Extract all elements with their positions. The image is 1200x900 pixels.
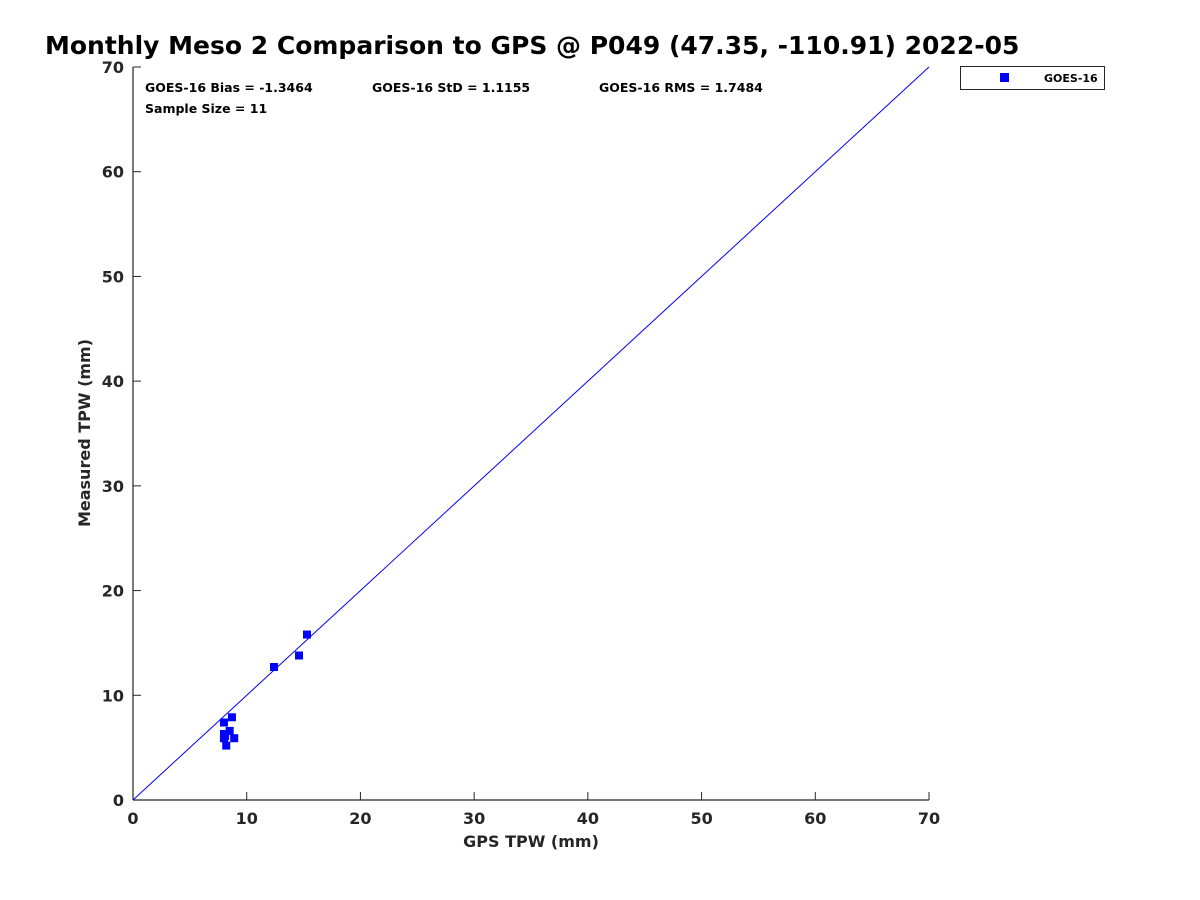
x-tick-label: 60: [804, 809, 826, 828]
y-axis-label: Measured TPW (mm): [75, 339, 94, 527]
data-point: [302, 630, 311, 639]
data-point: [295, 651, 304, 660]
legend-marker-square: [1000, 73, 1009, 82]
data-point: [225, 726, 234, 735]
x-tick-label: 20: [349, 809, 371, 828]
data-point: [230, 734, 239, 743]
legend-entry-label: GOES-16: [1044, 72, 1098, 85]
one-to-one-reference-line: [132, 66, 930, 801]
x-tick-label: 10: [236, 809, 258, 828]
y-axis-ticks: 0 10 20 30 40 50 60 70: [102, 58, 141, 810]
data-point: [270, 663, 279, 672]
x-axis-label: GPS TPW (mm): [463, 832, 599, 851]
y-tick-label: 10: [102, 686, 124, 705]
bias-annotation: GOES-16 Bias = -1.3464: [145, 80, 313, 95]
y-tick-label: 50: [102, 267, 124, 286]
x-tick-label: 50: [690, 809, 712, 828]
y-tick-label: 60: [102, 163, 124, 182]
data-points: [219, 630, 311, 750]
rms-annotation: GOES-16 RMS = 1.7484: [599, 80, 763, 95]
sample-size-annotation: Sample Size = 11: [145, 101, 267, 116]
x-tick-label: 30: [463, 809, 485, 828]
x-tick-label: 70: [918, 809, 940, 828]
data-point: [219, 718, 228, 727]
chart-title: Monthly Meso 2 Comparison to GPS @ P049 …: [45, 31, 1019, 60]
x-axis-ticks: 0 10 20 30 40 50 60 70: [127, 792, 940, 828]
y-tick-label: 20: [102, 582, 124, 601]
y-tick-label: 30: [102, 477, 124, 496]
y-tick-label: 40: [102, 372, 124, 391]
y-tick-label: 70: [102, 58, 124, 77]
legend-box: [960, 66, 1105, 90]
axes: [132, 67, 929, 801]
data-point: [227, 713, 236, 722]
data-point: [222, 741, 231, 750]
data-point: [221, 732, 230, 741]
std-annotation: GOES-16 StD = 1.1155: [372, 80, 530, 95]
x-tick-label: 0: [127, 809, 138, 828]
x-tick-label: 40: [577, 809, 599, 828]
y-tick-label: 0: [113, 791, 124, 810]
legend: GOES-16: [960, 66, 1105, 90]
